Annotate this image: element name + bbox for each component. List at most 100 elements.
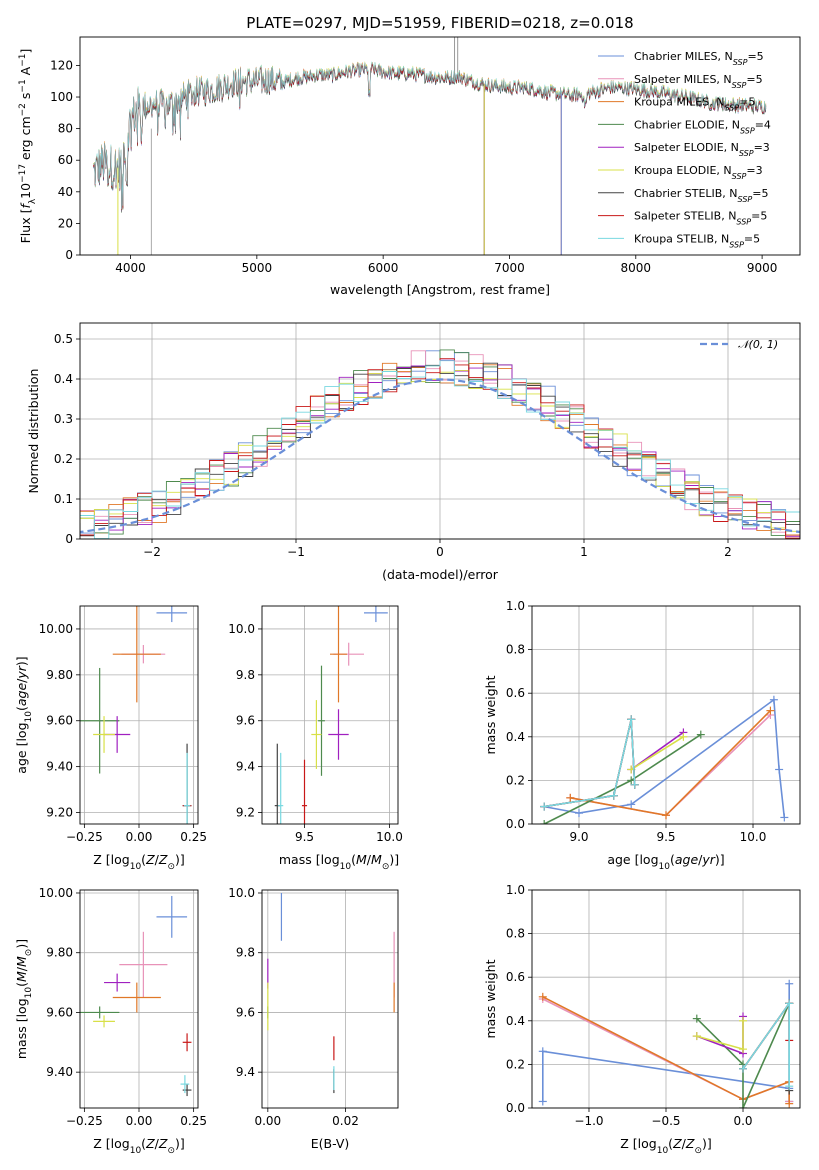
x-tick-label: 8000 [621,261,652,275]
axes-frame [261,889,399,1109]
weight-marker-kroupa-elodie [679,732,688,741]
x-tick-label: −0.5 [651,1114,680,1128]
label-part: mass weight [483,959,498,1038]
weight-marker-kroupa-stelib [785,999,794,1008]
y-tick-label: 0.8 [506,927,525,941]
axis-label: Flux [fλ10−17 erg cm−2 s−1 A−1] [18,49,38,244]
legend-suffix: =5 [752,187,768,200]
axes-frame [531,605,801,825]
y-tick-label: 0.8 [506,643,525,657]
label-part: ⊙ [167,1146,175,1156]
plot-area-age_vs_mass [274,606,388,824]
label-part: ⊙ [167,862,175,872]
weight-marker-chabrier-miles [538,1047,547,1056]
gaussian-curve [80,378,800,534]
y-tick-label: 9.8 [236,946,255,960]
plot-area-mass_vs_ebv [267,892,395,1094]
weight-marker-kroupa-miles [538,992,547,1001]
legend-label-kroupa-miles: Kroupa MILES, NSSP=5 [634,96,755,113]
weight-marker-chabrier-elodie [696,730,705,739]
legend-suffix: =3 [754,141,770,154]
weight-marker-chabrier-miles [769,695,778,704]
weight-marker-kroupa-miles [566,793,575,802]
label-part: M [356,852,367,867]
legend-main: Chabrier STELIB, N [634,187,738,200]
x-tick-label: 4000 [115,261,146,275]
label-part: Z [685,1136,695,1151]
weight-marker-chabrier-miles [627,800,636,809]
legend-suffix: =5 [744,232,760,245]
legend-suffix: =5 [747,50,763,63]
axis-label: mass weight [483,959,498,1038]
x-tick-label: 0.02 [332,1114,359,1128]
y-tick-label: 0.2 [54,452,73,466]
label-part: ( [14,982,29,987]
label-part: Z [145,1136,155,1151]
axes-frame [79,322,801,540]
y-tick-label: 80 [58,122,73,136]
legend-label-chabrier-miles: Chabrier MILES, NSSP=5 [634,50,764,67]
label-part: 10 [659,862,671,872]
weight-marker-kroupa-stelib [630,780,639,789]
y-tick-label: 10.00 [39,622,73,636]
weight-line-kroupa-stelib [742,1000,790,1087]
y-tick-label: 9.60 [46,714,73,728]
label-part: ( [351,852,356,867]
label-part: ( [141,852,146,867]
axis-label: wavelength [Angstrom, rest frame] [330,282,550,297]
label-part: ( [670,852,675,867]
y-tick-label: 0.4 [506,1014,525,1028]
x-tick-label: 6000 [368,261,399,275]
axes-age_vs_Z: −0.25 0.00 0.25 9.20 9.40 9.60 9.80 10.00 Z [log… [14,605,207,872]
legend-sub: SSP [732,172,747,181]
weight-line-chabrier-elodie [696,1003,790,1108]
legend-suffix: =5 [751,210,767,223]
y-tick-label: 9.6 [236,714,255,728]
weight-marker-chabrier-miles [775,765,784,774]
weight-marker-chabrier-miles [538,1097,547,1106]
label-part: f [18,203,33,209]
weight-line-kroupa-miles [570,710,771,817]
axes-weight_vs_Z: −1.0 −0.5 0.00.00.20.40.60.81.0Z [log10(Z/… [483,883,801,1156]
x-tick-label: 10.0 [376,830,403,844]
y-tick-label: 9.40 [46,1065,73,1079]
axis-label: E(B-V) [311,1136,350,1151]
legend-main: Chabrier ELODIE, N [634,118,740,131]
legend-sub: SSP [738,194,753,203]
label-part: Z [672,1136,682,1151]
label-part: )] [14,939,29,949]
weight-marker-chabrier-miles [780,813,789,822]
x-tick-label: 0 [436,545,444,559]
label-part: 10 [657,1146,669,1156]
legend-main: Salpeter STELIB, N [634,210,736,223]
weight-marker-kroupa-stelib [627,715,636,724]
label-part: λ [28,198,38,204]
label-part: / [14,678,29,683]
legend-main: Chabrier MILES, N [634,50,733,63]
label-part: / [698,852,703,867]
legend-main: Kroupa STELIB, N [634,232,729,245]
axes-frame [79,889,199,1109]
y-tick-label: 0.4 [506,730,525,744]
label-part: −1 [18,79,28,92]
axes-weight_vs_age: 9.0 9.5 10.0 0.0 0.2 0.4 0.6 0.8 1.0 age [log10(a… [483,599,801,872]
x-tick-label: 5000 [242,261,273,275]
weight-marker-kroupa-stelib [785,1082,794,1091]
label-part: ⊙ [382,862,390,872]
label-part: −17 [18,164,28,183]
y-tick-label: 0 [65,532,73,546]
x-tick-label: 0.0 [733,1114,752,1128]
x-tick-label: −1.0 [574,1114,603,1128]
weight-line-kroupa-elodie [630,736,684,771]
label-part: mass [log [279,852,340,867]
y-tick-label: 0.4 [54,372,73,386]
weight-marker-kroupa-miles [662,811,670,820]
label-part: Z [log [93,852,129,867]
x-tick-label: −2 [143,545,161,559]
weight-line-chabrier-miles [544,698,786,818]
label-part: A [18,66,33,79]
label-part: wavelength [Angstrom, rest frame] [330,282,550,297]
plot-area-spectrum [93,37,767,255]
label-part: ⊙ [24,949,34,957]
